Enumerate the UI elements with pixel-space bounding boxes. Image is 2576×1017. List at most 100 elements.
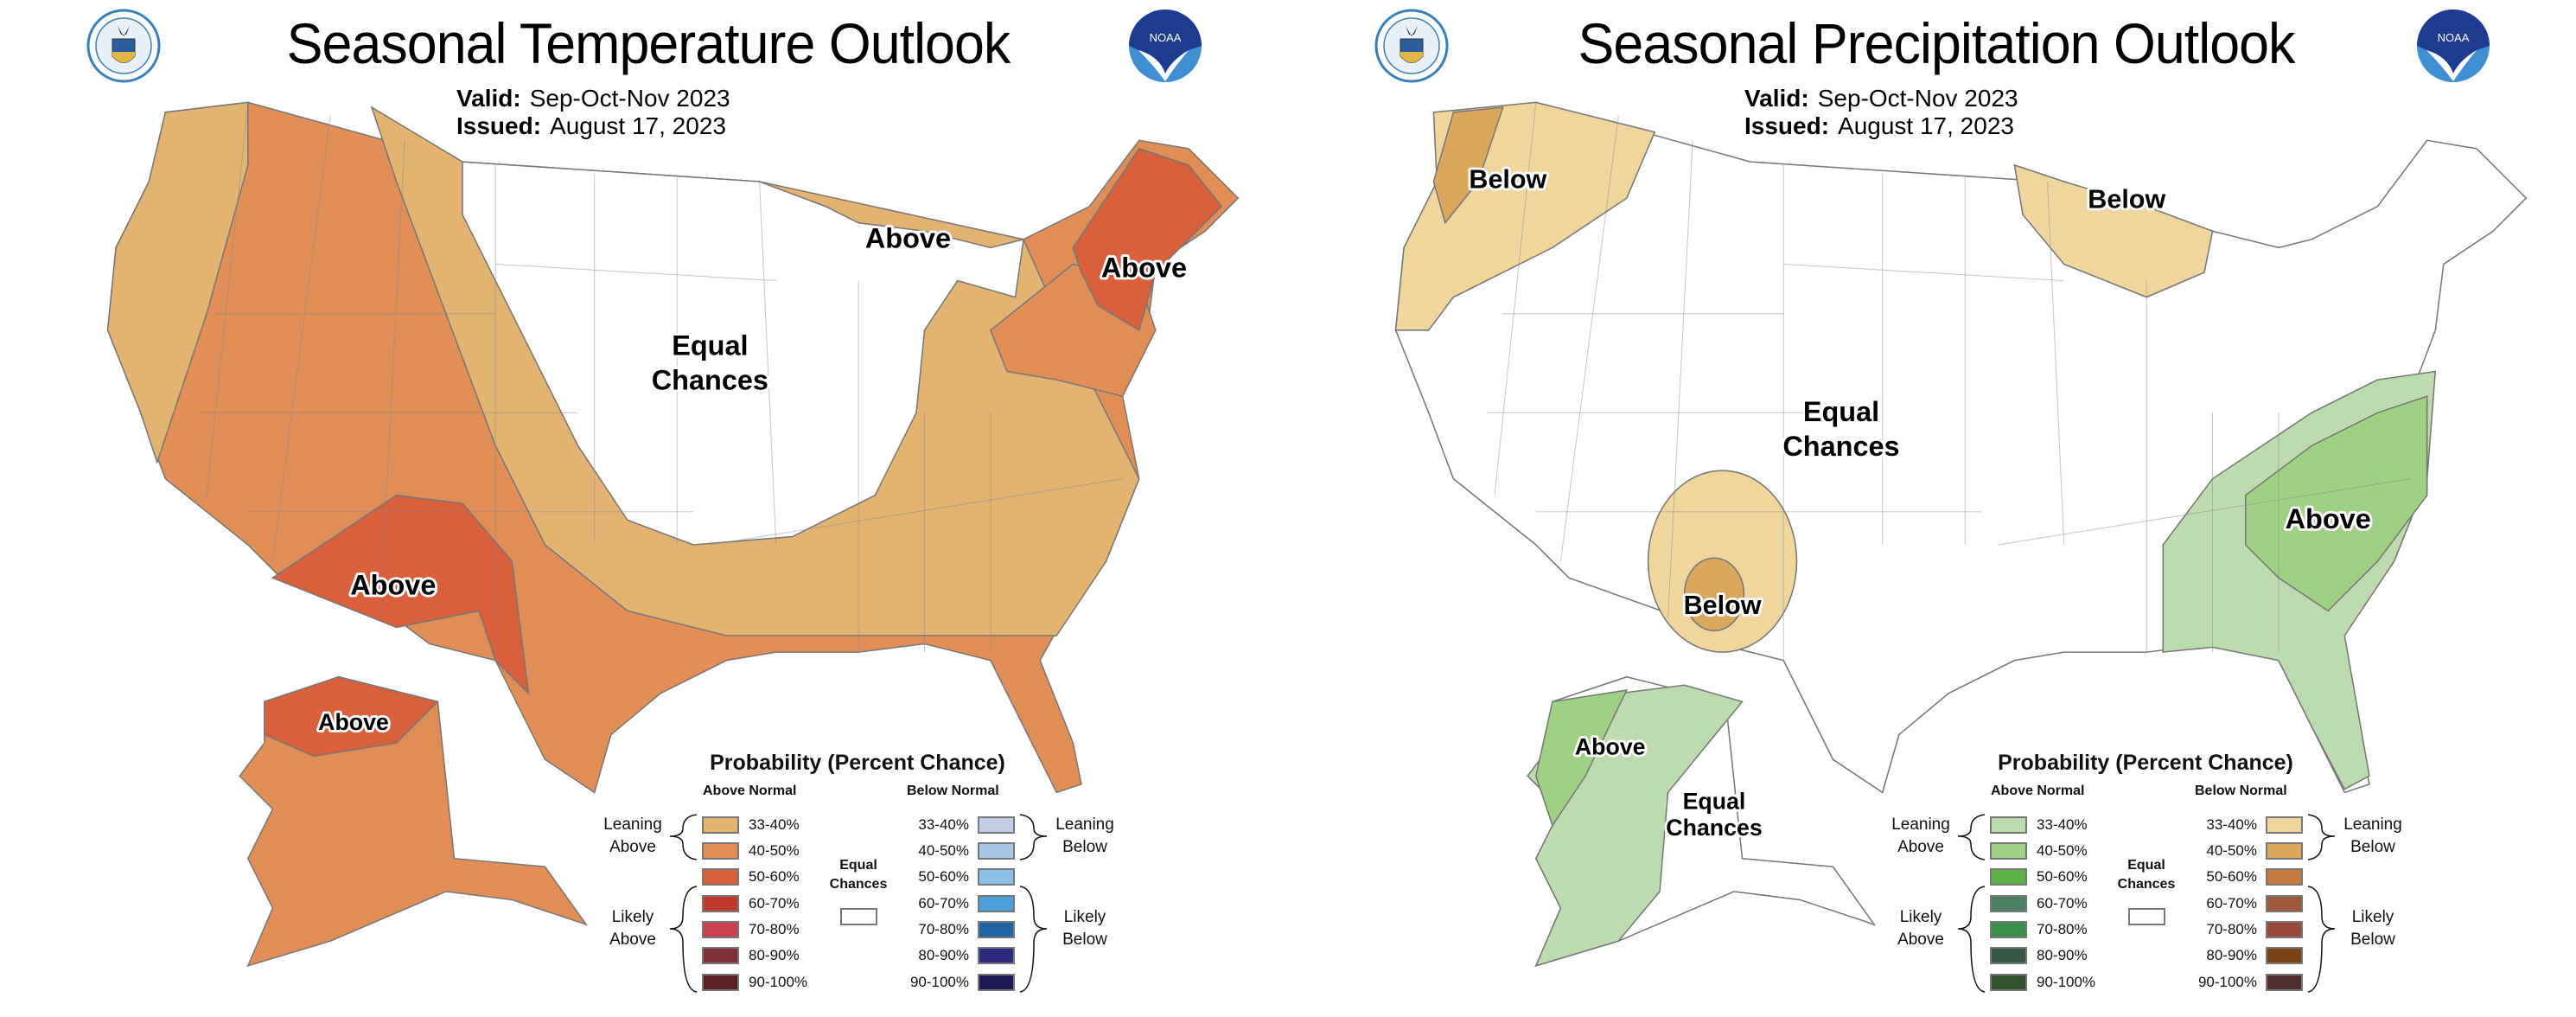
legend-swatch-below-6 <box>2266 974 2303 991</box>
legend-below-header: Below Normal <box>2195 784 2287 798</box>
legend-swatch-below-6 <box>978 974 1015 991</box>
legend-below-header: Below Normal <box>907 784 999 798</box>
state-boundary <box>206 102 249 496</box>
map-label-equal: Equal <box>672 329 748 361</box>
leaning-above-brace <box>1957 814 1986 860</box>
legend-above-header: Above Normal <box>703 784 797 798</box>
legend-range-below: 50-60% <box>2206 868 2257 885</box>
noaa-logo-icon: NOAA <box>2417 10 2490 82</box>
legend-range-below: 60-70% <box>918 895 969 911</box>
legend-leaning-above-1: Leaning <box>1891 816 1950 834</box>
legend-swatch-above-5 <box>702 947 739 964</box>
legend-swatch-below-5 <box>978 947 1015 964</box>
state-boundary <box>1494 102 1537 496</box>
map-label-below-great-lakes: Below <box>2088 185 2165 214</box>
legend-range-below: 80-90% <box>2206 947 2257 963</box>
legend-swatch-below-5 <box>2266 947 2303 964</box>
map-label-chances: Chances <box>1782 431 1899 462</box>
svg-text:NOAA: NOAA <box>2438 31 2470 44</box>
region-above-40-50-southeast <box>2244 395 2428 612</box>
legend-above-header: Above Normal <box>1991 784 2085 798</box>
legend-swatch-below-2 <box>978 868 1015 886</box>
outlook-map: BelowBelowBelowAboveEqualChancesAboveEqu… <box>1394 101 2528 968</box>
legend-range-above: 70-80% <box>749 921 800 937</box>
alaska-above-40-50 <box>1535 689 1629 828</box>
legend-range-above: 80-90% <box>2037 947 2088 963</box>
legend-leaning-below-1: Leaning <box>2343 816 2402 834</box>
legend-range-below: 33-40% <box>918 816 969 833</box>
legend-swatch-above-3 <box>1990 895 2027 912</box>
likely-above-brace <box>669 886 698 993</box>
legend-leaning-above-2: Above <box>1897 838 1944 856</box>
commerce-seal-icon <box>86 9 161 83</box>
legend-equal: Equal <box>2127 858 2165 873</box>
legend-range-above: 40-50% <box>749 842 800 859</box>
map-label-alaska-equal: Equal <box>1683 788 1746 814</box>
state-boundary <box>495 263 776 282</box>
legend-swatch-above-4 <box>1990 921 2027 938</box>
legend-range-below: 80-90% <box>918 947 969 963</box>
region-below-33-40-great-lakes <box>2013 163 2214 298</box>
legend-leaning-above-2: Above <box>609 838 656 856</box>
legend-braces <box>669 814 1048 993</box>
map-label-alaska-chances: Chances <box>1666 815 1762 841</box>
state-boundary <box>379 140 405 619</box>
state-boundary <box>710 478 1123 546</box>
legend-range-above: 70-80% <box>2037 921 2088 937</box>
legend-range-above: 90-100% <box>2037 974 2096 990</box>
outlook-map: Above Above Above Equal Chances Above <box>106 101 1240 968</box>
likely-below-brace <box>2307 886 2336 993</box>
legend-likely-below-2: Below <box>1062 931 1107 949</box>
state-boundary <box>1783 263 2064 282</box>
region-equal-chances <box>462 161 1025 546</box>
commerce-seal-icon <box>1374 9 1449 83</box>
region-below-40-50-southwest <box>1683 557 1745 632</box>
legend-range-below: 70-80% <box>918 921 969 937</box>
legend-likely-above-1: Likely <box>1899 908 1942 926</box>
legend-swatch-below-4 <box>978 921 1015 938</box>
outlook-title: Seasonal Temperature Outlook <box>286 11 1011 75</box>
legend-likely-below-2: Below <box>2350 931 2395 949</box>
legend-likely-above-2: Above <box>609 931 656 949</box>
likely-below-brace <box>1019 886 1048 993</box>
legend-braces <box>1957 814 2336 993</box>
map-label-above-west: Above <box>350 569 436 600</box>
legend-swatch-above-6 <box>1990 974 2027 991</box>
leaning-below-brace <box>1019 814 1048 860</box>
legend-range-above: 80-90% <box>749 947 800 963</box>
map-label-chances: Chances <box>652 365 768 396</box>
state-boundary <box>1998 478 2411 546</box>
legend-range-above: 90-100% <box>749 974 808 990</box>
map-label-above-great-lakes: Above <box>865 222 951 253</box>
region-below-40-50-northwest <box>1432 106 1504 225</box>
legend-range-below: 90-100% <box>909 974 969 990</box>
temperature-outlook-panel: Above Above Above Equal Chances Above NOAA Se… <box>86 9 1240 993</box>
legend-leaning-above-1: Leaning <box>603 816 662 834</box>
legend-range-above: 50-60% <box>2037 868 2088 885</box>
legend-swatch-below-3 <box>2266 895 2303 912</box>
map-label-equal: Equal <box>1803 396 1879 427</box>
map-label-above-northeast: Above <box>1101 253 1187 284</box>
legend-swatch-equal-chances <box>2128 908 2165 925</box>
legend-range-above: 40-50% <box>2037 842 2088 859</box>
precipitation-outlook-panel: Below Below Below Above Equal Chances Above Equ… <box>1288 0 2576 1017</box>
legend-chances: Chances <box>2117 877 2176 892</box>
legend-swatch-above-3 <box>702 895 739 912</box>
region-above-50-60-southwest <box>271 494 530 695</box>
legend-swatch-above-5 <box>1990 947 2027 964</box>
valid-period: Valid: Sep-Oct-Nov 2023 <box>456 85 730 112</box>
noaa-logo-icon: NOAA <box>1129 10 1202 82</box>
likely-above-brace <box>1957 886 1986 993</box>
issued-date: Issued: August 17, 2023 <box>1744 112 2014 139</box>
legend-swatch-below-2 <box>2266 868 2303 886</box>
state-boundary <box>2047 181 2065 546</box>
legend-swatch-below-4 <box>2266 921 2303 938</box>
legend-swatch-above-2 <box>702 868 739 886</box>
legend-swatch-below-3 <box>978 895 1015 912</box>
legend-title: Probability (Percent Chance) <box>1998 751 2293 775</box>
state-boundary <box>1667 140 1693 619</box>
legend-leaning-below-2: Below <box>1062 838 1107 856</box>
legend-range-below: 40-50% <box>918 842 969 859</box>
legend-swatch-above-2 <box>1990 868 2027 886</box>
issued-date: Issued: August 17, 2023 <box>456 112 726 139</box>
